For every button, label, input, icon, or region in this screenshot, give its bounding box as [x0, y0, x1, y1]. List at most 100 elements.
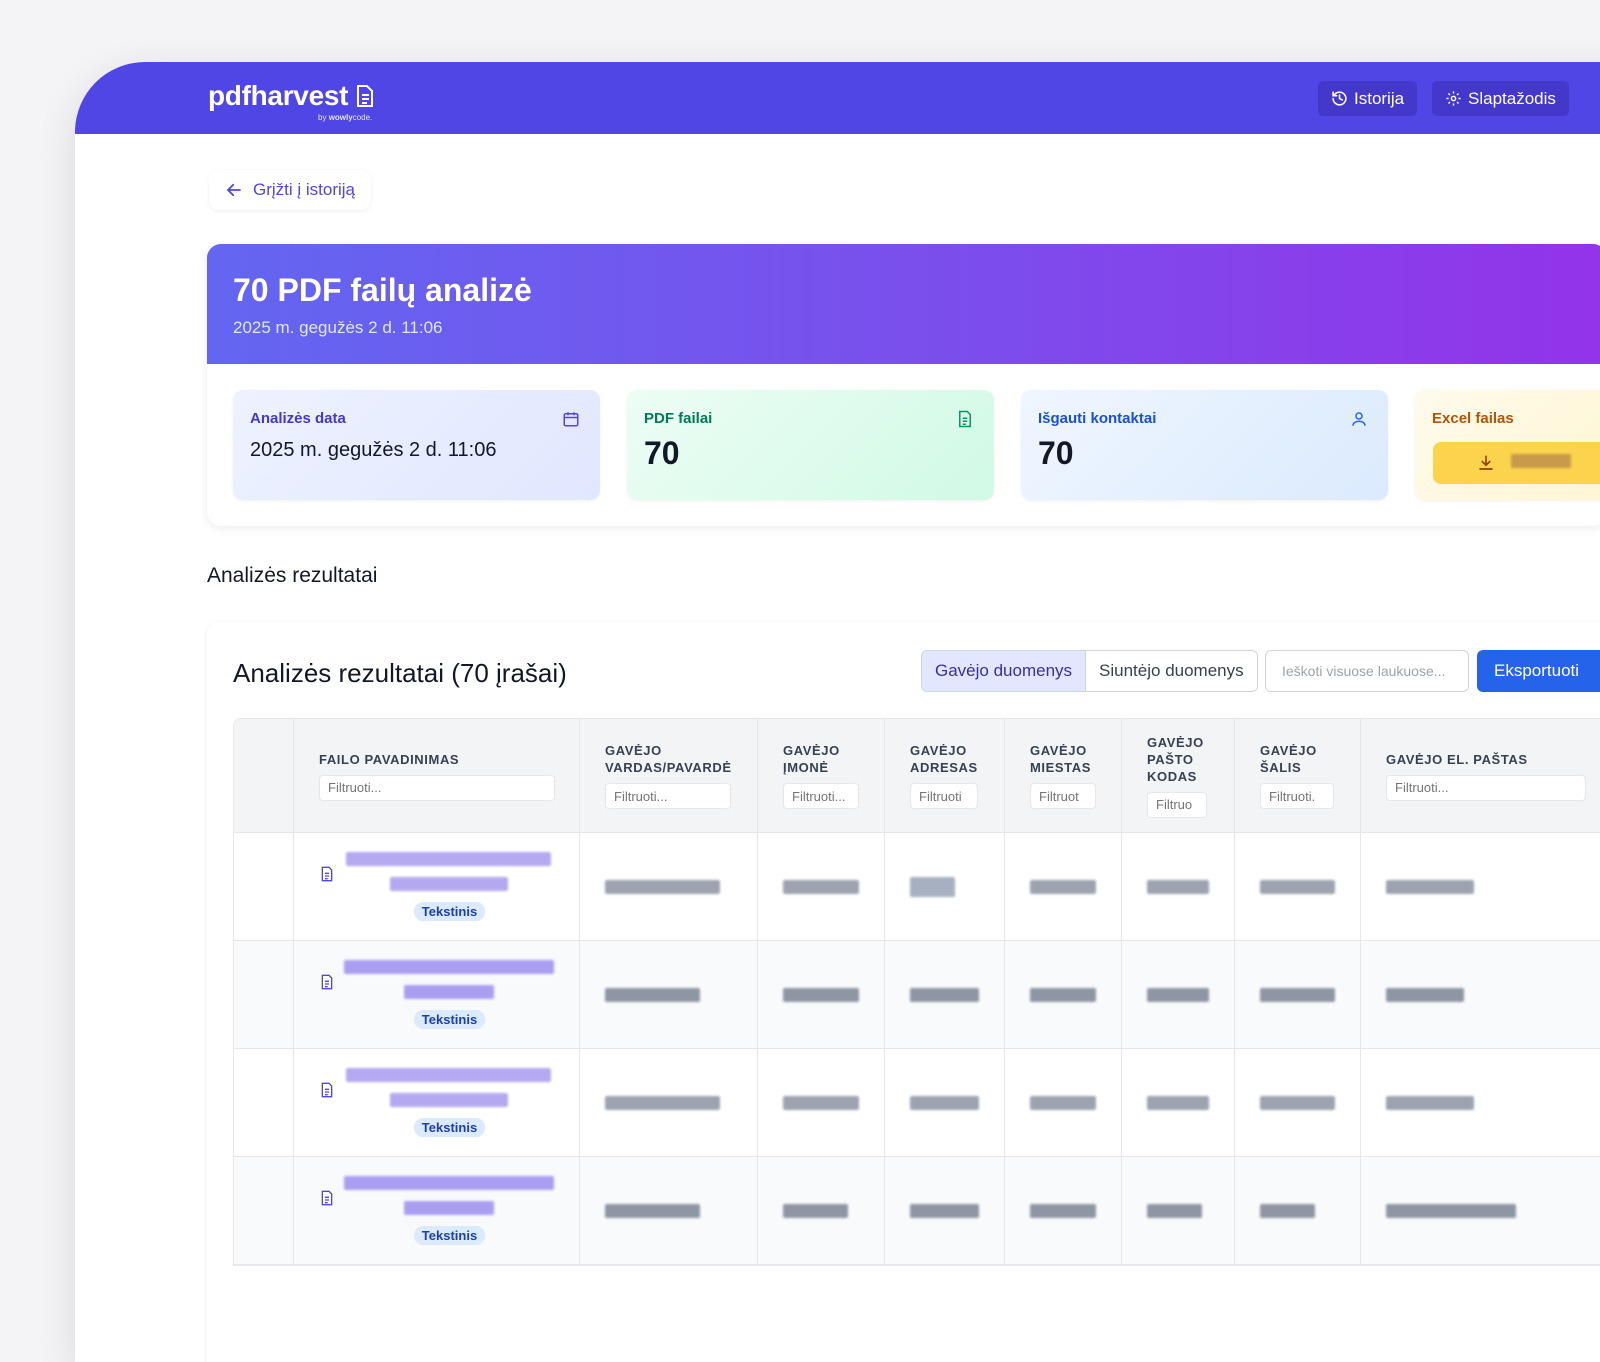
card-label: PDF failai — [644, 410, 713, 427]
document-icon — [956, 410, 974, 433]
redacted-cell — [1235, 833, 1361, 940]
password-label: Slaptažodis — [1468, 88, 1556, 108]
redacted-cell — [1122, 1049, 1235, 1156]
extracted-contacts-card: Išgauti kontaktai 70 — [1021, 390, 1388, 500]
top-navbar: pdfharvest by wowlycode. Istorija Slapta… — [75, 62, 1600, 134]
type-badge: Tekstinis — [413, 1010, 486, 1029]
card-value: 70 — [1038, 435, 1074, 471]
gear-icon — [1446, 91, 1461, 106]
redacted-cell — [1361, 833, 1600, 940]
history-label: Istorija — [1354, 88, 1405, 108]
column-label: FAILO PAVADINIMAS — [319, 751, 460, 767]
type-badge: Tekstinis — [413, 1226, 486, 1245]
analysis-summary-panel: 70 PDF failų analizė 2025 m. gegužės 2 d… — [207, 244, 1600, 526]
calendar-icon — [562, 410, 580, 433]
column-label: GAVĖJO VARDAS/PAVARDĖ — [605, 743, 732, 775]
tab-sender-data[interactable]: Siuntėjo duomenys — [1099, 661, 1244, 680]
card-label: Excel failas — [1432, 410, 1514, 427]
type-badge: Tekstinis — [413, 902, 486, 921]
redacted-cell — [1005, 941, 1122, 1048]
column-label: GAVĖJO PAŠTO KODAS — [1147, 734, 1204, 784]
redacted-file-name — [346, 1068, 551, 1112]
pdf-files-card: PDF failai 70 — [627, 390, 994, 500]
filter-input[interactable] — [1030, 783, 1096, 809]
user-icon — [1350, 410, 1368, 433]
byline-brand: wowly — [328, 113, 353, 122]
redacted-cell — [885, 1049, 1005, 1156]
redacted-cell — [885, 941, 1005, 1048]
filter-input[interactable] — [1386, 774, 1586, 801]
brand-name: pdfharvest — [208, 80, 349, 111]
results-title: Analizės rezultatai (70 įrašai) — [233, 658, 567, 688]
section-title: Analizės rezultatai — [207, 564, 378, 587]
redacted-file-name — [346, 852, 551, 896]
table-row[interactable]: Tekstinis — [234, 941, 1600, 1049]
column-label: GAVĖJO EL. PAŠTAS — [1386, 751, 1528, 767]
document-icon — [355, 84, 375, 113]
redacted-cell — [758, 833, 885, 940]
download-excel-button[interactable] — [1433, 442, 1600, 484]
file-name-cell[interactable]: Tekstinis — [294, 941, 580, 1048]
file-icon — [319, 1081, 335, 1104]
select-cell — [234, 941, 294, 1048]
card-label: Išgauti kontaktai — [1038, 410, 1157, 427]
file-icon — [319, 1189, 335, 1212]
redacted-cell — [580, 941, 758, 1048]
arrow-left-icon — [226, 183, 241, 197]
column-label: GAVĖJO MIESTAS — [1030, 743, 1092, 775]
redacted-cell — [580, 833, 758, 940]
column-header-recipient-email: GAVĖJO EL. PAŠTAS — [1361, 719, 1600, 832]
brand-byline: by wowlycode. — [318, 113, 372, 122]
results-panel: Analizės rezultatai (70 įrašai) Gavėjo d… — [207, 622, 1600, 1362]
file-name-cell[interactable]: Tekstinis — [294, 1049, 580, 1156]
password-button[interactable]: Slaptažodis — [1432, 81, 1569, 116]
filter-input[interactable] — [605, 783, 731, 809]
table-row[interactable]: Tekstinis — [234, 833, 1600, 941]
filter-input[interactable] — [910, 783, 978, 809]
redacted-cell — [758, 941, 885, 1048]
history-button[interactable]: Istorija — [1318, 81, 1418, 116]
file-name-cell[interactable]: Tekstinis — [294, 1157, 580, 1264]
card-value: 2025 m. gegužės 2 d. 11:06 — [250, 439, 497, 461]
column-header-recipient-city: GAVĖJO MIESTAS — [1005, 719, 1122, 832]
filter-input[interactable] — [783, 783, 859, 809]
select-cell — [234, 833, 294, 940]
column-header-file-name: FAILO PAVADINIMAS — [294, 719, 580, 832]
filter-input[interactable] — [1260, 783, 1334, 809]
table-row[interactable]: Tekstinis — [234, 1157, 1600, 1265]
redacted-cell — [758, 1049, 885, 1156]
redacted-cell — [1235, 1157, 1361, 1264]
redacted-cell — [1005, 1157, 1122, 1264]
summary-header: 70 PDF failų analizė 2025 m. gegužės 2 d… — [207, 244, 1600, 364]
page-title: 70 PDF failų analizė — [233, 272, 532, 308]
search-input[interactable] — [1265, 650, 1469, 692]
redacted-cell — [1235, 1049, 1361, 1156]
back-to-history-link[interactable]: Grįžti į istoriją — [209, 170, 372, 210]
tab-recipient-data[interactable]: Gavėjo duomenys — [922, 651, 1087, 691]
redacted-file-name — [343, 960, 554, 1004]
table-header-row: FAILO PAVADINIMAS GAVĖJO VARDAS/PAVARDĖ … — [234, 719, 1600, 833]
file-icon — [319, 865, 335, 888]
brand-logo[interactable]: pdfharvest by wowlycode. — [208, 80, 375, 122]
redacted-cell — [1235, 941, 1361, 1048]
column-label: GAVĖJO ADRESAS — [910, 743, 978, 775]
table-row[interactable]: Tekstinis — [234, 1049, 1600, 1157]
card-value: 70 — [644, 435, 680, 471]
column-header-recipient-company: GAVĖJO ĮMONĖ — [758, 719, 885, 832]
redacted-cell — [580, 1049, 758, 1156]
app-window: pdfharvest by wowlycode. Istorija Slapta… — [75, 62, 1600, 1362]
back-label: Grįžti į istoriją — [253, 180, 356, 199]
redacted-cell — [1005, 833, 1122, 940]
redacted-file-name — [343, 1176, 554, 1220]
column-header-recipient-postal-code: GAVĖJO PAŠTO KODAS — [1122, 719, 1235, 832]
export-button[interactable]: Eksportuoti — [1477, 650, 1600, 692]
redacted-cell — [1361, 941, 1600, 1048]
redacted-cell — [758, 1157, 885, 1264]
type-badge: Tekstinis — [413, 1118, 486, 1137]
filter-input[interactable] — [1147, 791, 1207, 818]
file-name-cell[interactable]: Tekstinis — [294, 833, 580, 940]
filter-input[interactable] — [319, 774, 555, 801]
redacted-cell — [1122, 1157, 1235, 1264]
redacted-cell — [1361, 1049, 1600, 1156]
redacted-cell — [885, 1157, 1005, 1264]
